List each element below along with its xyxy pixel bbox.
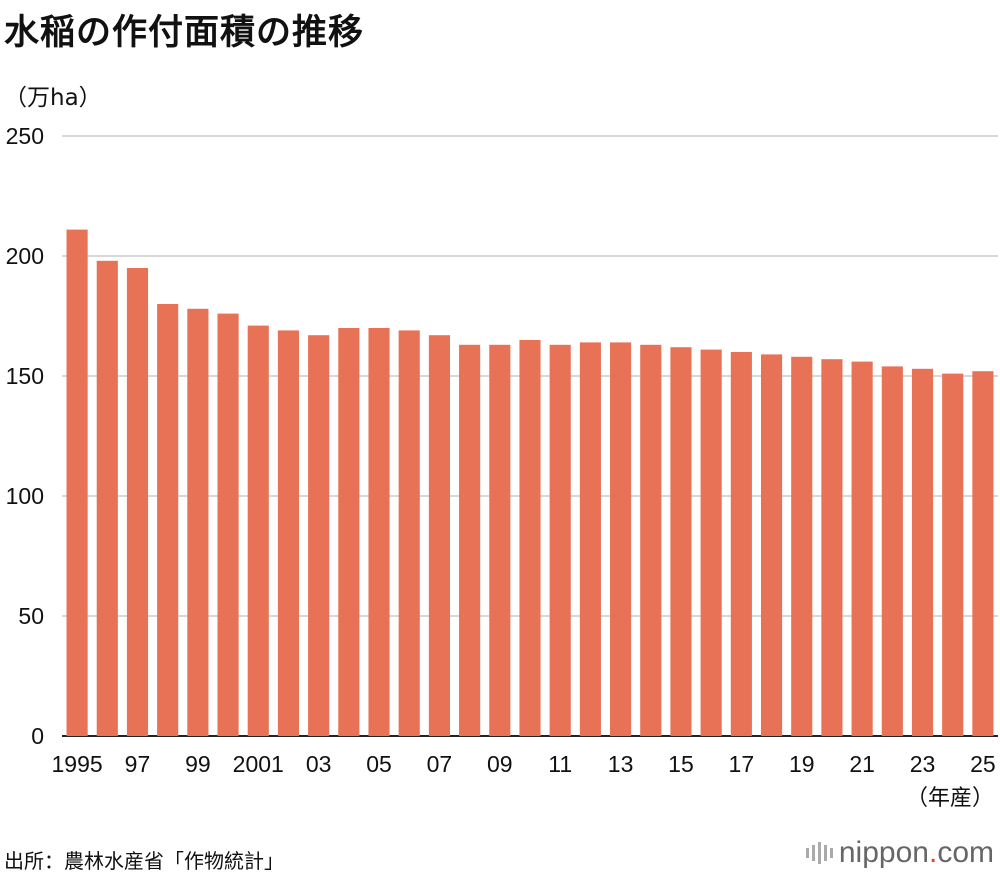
bar-2023 bbox=[911, 368, 934, 736]
y-tick-labels: 0 50 100 150 200 250 bbox=[6, 123, 44, 749]
bar-chart: 0 50 100 150 200 250 1995 97 99 2001 03 05 07 09 11 13… bbox=[6, 123, 998, 777]
bar-2002 bbox=[277, 330, 300, 736]
chart-title: 水稲の作付面積の推移 bbox=[4, 13, 365, 53]
bar-2006 bbox=[398, 330, 420, 736]
bar-2009 bbox=[489, 344, 511, 736]
x-tick-label: 2001 bbox=[233, 751, 284, 777]
bar-1996 bbox=[96, 260, 118, 736]
x-tick-label: 23 bbox=[910, 751, 936, 777]
bar-1997 bbox=[126, 268, 149, 736]
source-note: 出所：農林水産省「作物統計」 bbox=[4, 849, 284, 873]
bar-2001 bbox=[247, 325, 269, 736]
bar-2015 bbox=[670, 347, 692, 736]
bar-2000 bbox=[217, 313, 239, 736]
x-tick-label: 17 bbox=[729, 751, 755, 777]
bar-2021 bbox=[851, 361, 873, 736]
y-tick-label: 100 bbox=[6, 483, 44, 509]
bar-2004 bbox=[338, 328, 360, 736]
y-axis-unit: （万ha） bbox=[4, 85, 102, 111]
bar-2020 bbox=[821, 359, 843, 736]
bar-1995 bbox=[66, 229, 88, 736]
logo-dot: . bbox=[928, 836, 938, 869]
x-tick-label: 97 bbox=[125, 751, 151, 777]
x-tick-label: 25 bbox=[970, 751, 996, 777]
x-tick-label: 11 bbox=[548, 751, 572, 777]
x-tick-label: 19 bbox=[789, 751, 815, 777]
bar-1998 bbox=[157, 304, 179, 736]
bar-2018 bbox=[760, 354, 783, 736]
y-tick-label: 200 bbox=[6, 243, 44, 269]
x-tick-labels: 1995 97 99 2001 03 05 07 09 11 13 15 17 19 21 23 25 bbox=[52, 751, 996, 777]
y-tick-label: 0 bbox=[31, 723, 44, 749]
x-tick-label: 15 bbox=[668, 751, 694, 777]
bar-2019 bbox=[791, 356, 813, 736]
y-tick-label: 150 bbox=[6, 363, 44, 389]
y-tick-label: 50 bbox=[18, 603, 44, 629]
bar-2011 bbox=[549, 344, 571, 736]
logo-suffix: com bbox=[937, 836, 994, 869]
x-tick-label: 1995 bbox=[52, 751, 103, 777]
logo-mark-icon bbox=[805, 842, 833, 864]
x-tick-label: 07 bbox=[427, 751, 453, 777]
bar-2013 bbox=[610, 342, 632, 736]
bar-2008 bbox=[459, 344, 481, 736]
bar-2025 bbox=[972, 371, 994, 736]
nippon-logo: nippon.com bbox=[805, 836, 994, 870]
x-tick-label: 13 bbox=[608, 751, 634, 777]
bar-1999 bbox=[187, 308, 209, 736]
bar-2007 bbox=[428, 335, 450, 736]
bar-2010 bbox=[519, 340, 541, 736]
bar-2005 bbox=[368, 328, 390, 736]
x-tick-label: 03 bbox=[306, 751, 332, 777]
bar-2017 bbox=[730, 352, 752, 736]
x-tick-label: 21 bbox=[849, 751, 875, 777]
bars bbox=[66, 229, 994, 736]
bar-2014 bbox=[640, 344, 662, 736]
x-tick-label: 99 bbox=[185, 751, 211, 777]
y-tick-label: 250 bbox=[6, 123, 44, 149]
x-tick-label: 09 bbox=[487, 751, 513, 777]
bar-2016 bbox=[700, 349, 722, 736]
bar-2024 bbox=[942, 373, 964, 736]
bar-2012 bbox=[579, 342, 601, 736]
bar-2003 bbox=[308, 335, 330, 736]
logo-text: nippon bbox=[838, 836, 929, 869]
x-tick-label: 05 bbox=[366, 751, 392, 777]
bar-2022 bbox=[881, 366, 903, 736]
x-axis-unit: （年産） bbox=[905, 786, 994, 811]
